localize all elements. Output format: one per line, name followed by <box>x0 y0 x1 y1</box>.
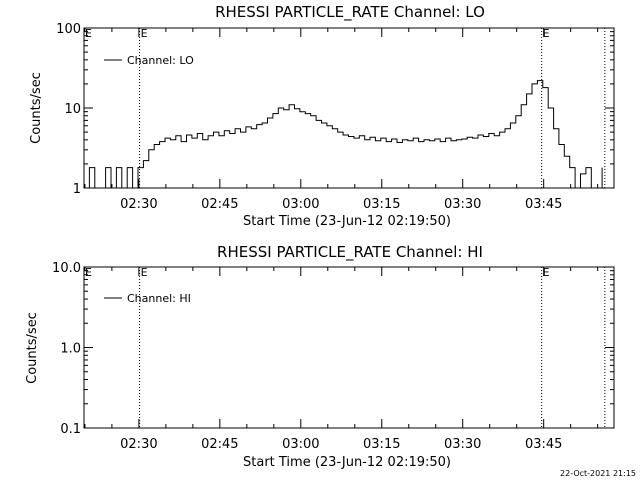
panel-lo-x-tick-label-4: 03:30 <box>444 197 481 212</box>
panel-lo-y-axis-label: Counts/sec <box>29 72 44 144</box>
panel-hi-title: RHESSI PARTICLE_RATE Channel: HI <box>217 243 483 262</box>
panel-lo-legend: Channel: LO <box>104 54 194 67</box>
panel-hi-event-label-start: E <box>85 266 92 279</box>
panel-lo-x-ticks: 02:30 02:45 03:00 03:15 03:30 03:45 <box>84 28 599 212</box>
panel-hi-event-label-1: E <box>543 266 550 279</box>
panel-hi-y-tick-label-1: 1.0 <box>60 342 81 357</box>
panel-lo-event-label-start: E <box>85 27 92 40</box>
panel-hi-event-label-0: E <box>141 266 148 279</box>
panel-hi-x-ticks: 02:30 02:45 03:00 03:15 03:30 03:45 <box>84 267 599 452</box>
panel-hi-y-tick-label-0: 0.1 <box>60 422 81 437</box>
panel-lo-y-tick-label-1: 10 <box>64 102 81 117</box>
footer-timestamp: 22-Oct-2021 21:15 <box>560 469 636 478</box>
panel-hi-y-tick-label-2: 10.0 <box>52 261 81 276</box>
panel-lo-x-axis-label: Start Time (23-Jun-12 02:19:50) <box>243 214 451 229</box>
panel-hi-x-tick-label-1: 02:45 <box>201 437 238 452</box>
panel-hi-x-tick-label-4: 03:30 <box>444 437 481 452</box>
panel-lo-x-tick-label-1: 02:45 <box>201 197 238 212</box>
panel-hi-y-axis-label: Counts/sec <box>25 312 40 384</box>
panel-lo-title: RHESSI PARTICLE_RATE Channel: LO <box>215 3 485 22</box>
panel-lo-event-markers: E EE <box>85 27 606 188</box>
panel-lo-y-ticks: 1 10 100 <box>56 22 614 197</box>
panel-hi-x-tick-label-5: 03:45 <box>525 437 562 452</box>
panel-hi-x-tick-label-3: 03:15 <box>363 437 400 452</box>
panel-hi-y-ticks: 0.1 1.0 10.0 <box>52 261 614 437</box>
panel-lo-plot-frame <box>83 27 615 189</box>
panel-lo: RHESSI PARTICLE_RATE Channel: LO 110100 … <box>29 3 615 229</box>
panel-hi-x-axis-label: Start Time (23-Jun-12 02:19:50) <box>243 455 451 470</box>
panel-hi-legend-label: Channel: HI <box>127 292 191 305</box>
panel-lo-x-tick-label-0: 02:30 <box>120 197 157 212</box>
panel-lo-x-tick-label-3: 03:15 <box>363 197 400 212</box>
panel-hi: RHESSI PARTICLE_RATE Channel: HI 0.1 1.0 1… <box>25 243 615 470</box>
panel-lo-series-layer <box>84 80 603 189</box>
panel-lo-x-tick-label-5: 03:45 <box>525 197 562 212</box>
panel-hi-legend: Channel: HI <box>104 292 191 305</box>
panel-hi-event-markers: E EE <box>85 266 606 428</box>
panel-lo-event-label-1: E <box>543 27 550 40</box>
panel-lo-y-tick-label-2: 100 <box>56 22 81 37</box>
panel-lo-legend-label: Channel: LO <box>127 54 194 67</box>
panel-lo-y-tick-label-0: 1 <box>73 182 81 197</box>
panel-hi-x-tick-label-2: 03:00 <box>282 437 319 452</box>
panel-lo-event-label-0: E <box>141 27 148 40</box>
panel-lo-series-line-0 <box>84 80 603 189</box>
panel-lo-x-tick-label-2: 03:00 <box>282 197 319 212</box>
panel-hi-x-tick-label-0: 02:30 <box>120 437 157 452</box>
